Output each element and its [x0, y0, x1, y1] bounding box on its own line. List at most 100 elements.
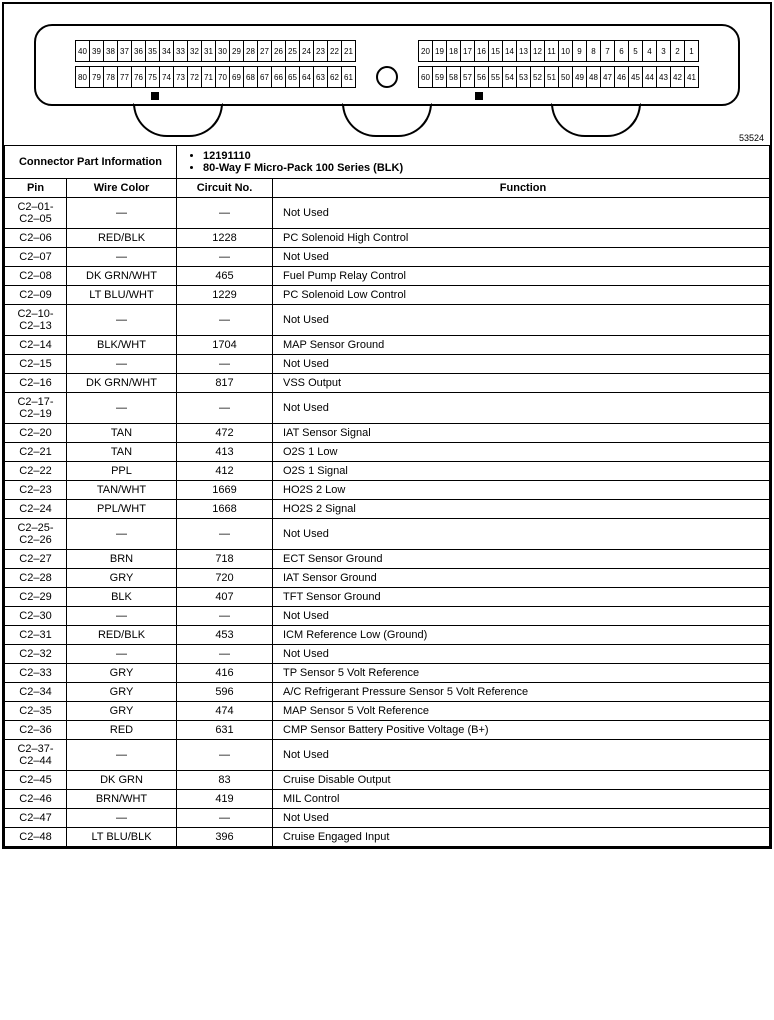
cell-circuit-no: — [177, 645, 273, 664]
table-row: C2–46BRN/WHT419MIL Control [5, 790, 770, 809]
pin-box: 48 [586, 66, 601, 88]
table-row: C2–17- C2–19——Not Used [5, 393, 770, 424]
cell-wire-color: PPL/WHT [67, 500, 177, 519]
header-pin: Pin [5, 179, 67, 198]
cell-wire-color: — [67, 645, 177, 664]
cell-pin: C2–15 [5, 355, 67, 374]
pin-box: 65 [285, 66, 300, 88]
cell-function: CMP Sensor Battery Positive Voltage (B+) [273, 721, 770, 740]
cell-function: TP Sensor 5 Volt Reference [273, 664, 770, 683]
pin-box: 75 [145, 66, 160, 88]
center-circle-icon [376, 66, 398, 88]
table-row: C2–47——Not Used [5, 809, 770, 828]
cell-circuit-no: — [177, 393, 273, 424]
pin-group-bottom-right: 6059585756555453525150494847464544434241 [418, 66, 699, 88]
cell-function: O2S 1 Signal [273, 462, 770, 481]
cell-wire-color: BLK/WHT [67, 336, 177, 355]
table-row: C2–27BRN718ECT Sensor Ground [5, 550, 770, 569]
header-row: Pin Wire Color Circuit No. Function [5, 179, 770, 198]
cell-wire-color: GRY [67, 683, 177, 702]
pin-box: 9 [572, 40, 587, 62]
cell-wire-color: GRY [67, 569, 177, 588]
pin-box: 76 [131, 66, 146, 88]
header-circuit: Circuit No. [177, 179, 273, 198]
cell-pin: C2–20 [5, 424, 67, 443]
cell-circuit-no: 1668 [177, 500, 273, 519]
pin-box: 71 [201, 66, 216, 88]
pin-box: 16 [474, 40, 489, 62]
table-row: C2–14BLK/WHT1704MAP Sensor Ground [5, 336, 770, 355]
table-row: C2–37- C2–44——Not Used [5, 740, 770, 771]
pin-box: 11 [544, 40, 559, 62]
table-body: C2–01- C2–05——Not UsedC2–06RED/BLK1228PC… [5, 198, 770, 847]
pin-box: 68 [243, 66, 258, 88]
cell-circuit-no: 419 [177, 790, 273, 809]
pin-box: 25 [285, 40, 300, 62]
alignment-marks-row [50, 92, 724, 100]
cell-circuit-no: 1704 [177, 336, 273, 355]
pin-box: 7 [600, 40, 615, 62]
table-row: C2–35GRY474MAP Sensor 5 Volt Reference [5, 702, 770, 721]
pin-box: 61 [341, 66, 356, 88]
cell-wire-color: BLK [67, 588, 177, 607]
cell-pin: C2–28 [5, 569, 67, 588]
cell-pin: C2–35 [5, 702, 67, 721]
pin-box: 39 [89, 40, 104, 62]
pin-box: 43 [656, 66, 671, 88]
table-row: C2–32——Not Used [5, 645, 770, 664]
pin-box: 63 [313, 66, 328, 88]
table-row: C2–36RED631CMP Sensor Battery Positive V… [5, 721, 770, 740]
cell-wire-color: TAN/WHT [67, 481, 177, 500]
pin-box: 78 [103, 66, 118, 88]
cell-pin: C2–09 [5, 286, 67, 305]
table-row: C2–01- C2–05——Not Used [5, 198, 770, 229]
cell-pin: C2–37- C2–44 [5, 740, 67, 771]
cell-circuit-no: 412 [177, 462, 273, 481]
pin-box: 80 [75, 66, 90, 88]
center-gap-bottom [356, 66, 418, 88]
pin-box: 67 [257, 66, 272, 88]
connector-tab [551, 103, 641, 137]
cell-wire-color: DK GRN/WHT [67, 374, 177, 393]
cell-wire-color: — [67, 305, 177, 336]
pin-box: 6 [614, 40, 629, 62]
pin-box: 74 [159, 66, 174, 88]
pin-box: 58 [446, 66, 461, 88]
pin-box: 35 [145, 40, 160, 62]
pin-box: 14 [502, 40, 517, 62]
cell-pin: C2–10- C2–13 [5, 305, 67, 336]
cell-pin: C2–33 [5, 664, 67, 683]
cell-function: Cruise Engaged Input [273, 828, 770, 847]
pin-box: 59 [432, 66, 447, 88]
cell-pin: C2–30 [5, 607, 67, 626]
pin-box: 50 [558, 66, 573, 88]
table-row: C2–10- C2–13——Not Used [5, 305, 770, 336]
cell-wire-color: TAN [67, 424, 177, 443]
pin-box: 5 [628, 40, 643, 62]
table-row: C2–08DK GRN/WHT465Fuel Pump Relay Contro… [5, 267, 770, 286]
table-row: C2–16DK GRN/WHT817VSS Output [5, 374, 770, 393]
pin-box: 19 [432, 40, 447, 62]
cell-pin: C2–48 [5, 828, 67, 847]
pin-row-bottom: 8079787776757473727170696867666564636261… [50, 66, 724, 88]
cell-circuit-no: 407 [177, 588, 273, 607]
pin-box: 10 [558, 40, 573, 62]
table-row: C2–24PPL/WHT1668HO2S 2 Signal [5, 500, 770, 519]
cell-pin: C2–36 [5, 721, 67, 740]
cell-pin: C2–16 [5, 374, 67, 393]
connector-part-info: 12191110 80-Way F Micro-Pack 100 Series … [177, 146, 770, 179]
pin-box: 52 [530, 66, 545, 88]
table-row: C2–28GRY720IAT Sensor Ground [5, 569, 770, 588]
cell-function: Not Used [273, 740, 770, 771]
cell-circuit-no: 817 [177, 374, 273, 393]
pin-box: 70 [215, 66, 230, 88]
pin-box: 31 [201, 40, 216, 62]
pin-box: 37 [117, 40, 132, 62]
cell-function: Cruise Disable Output [273, 771, 770, 790]
cell-circuit-no: — [177, 355, 273, 374]
connector-part-info-label: Connector Part Information [5, 146, 177, 179]
pin-box: 23 [313, 40, 328, 62]
cell-circuit-no: 416 [177, 664, 273, 683]
header-function: Function [273, 179, 770, 198]
cell-function: ICM Reference Low (Ground) [273, 626, 770, 645]
